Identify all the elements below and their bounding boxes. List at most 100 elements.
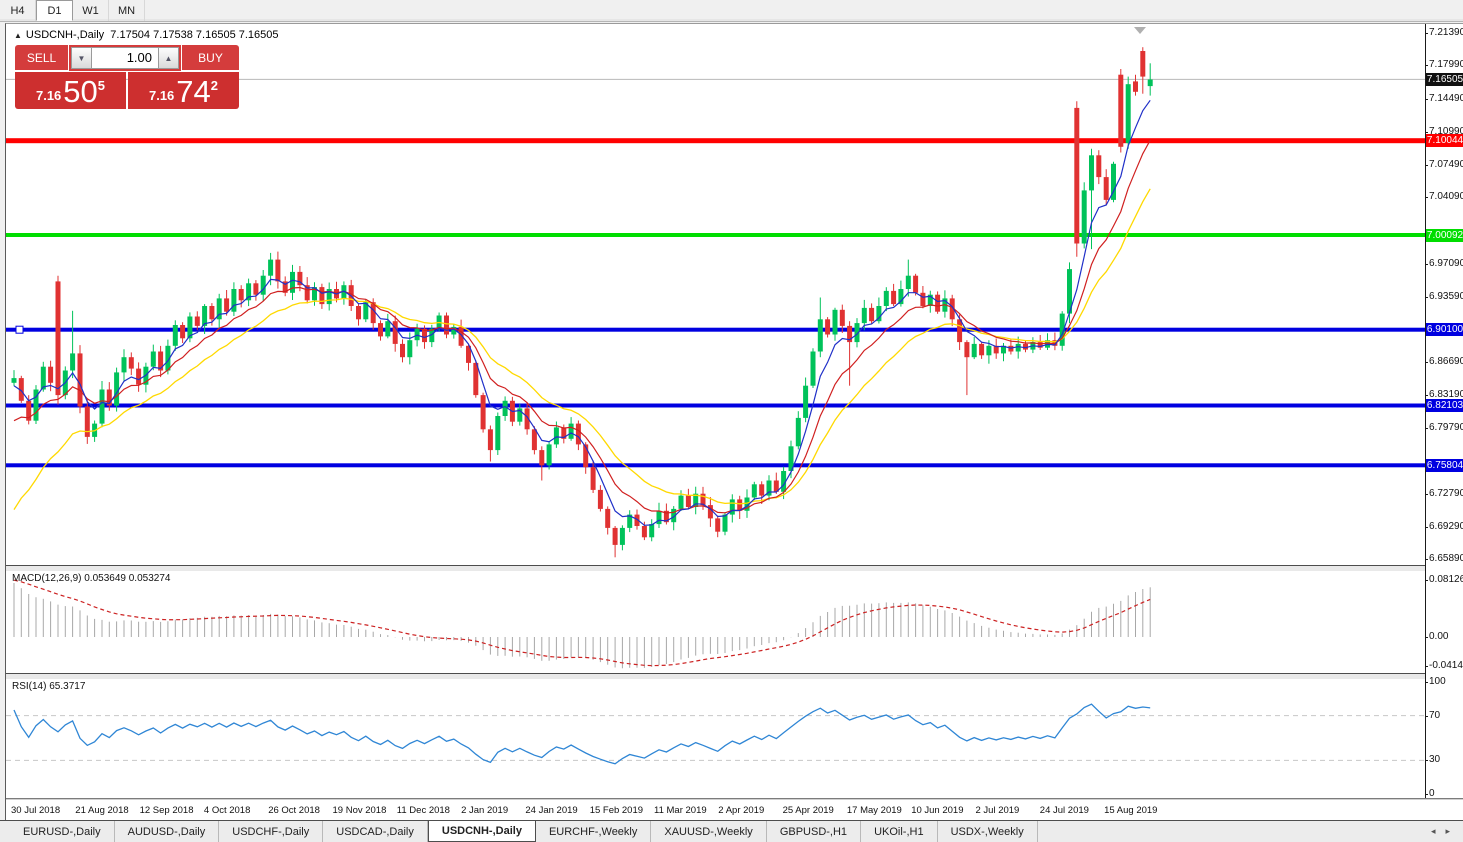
price-axis-label: 6.97090 — [1424, 258, 1463, 269]
price-axis-label: 6.79790 — [1424, 422, 1463, 433]
macd-pane[interactable]: MACD(12,26,9) 0.053649 0.053274 — [6, 571, 1425, 673]
price-axis-label: 7.14490 — [1424, 93, 1463, 104]
timeframe-button-w1[interactable]: W1 — [73, 0, 109, 21]
date-label: 10 Jun 2019 — [911, 805, 964, 816]
price-axis-label: 30 — [1424, 754, 1441, 766]
tab-ukoil[interactable]: UKOil-,H1 — [861, 821, 938, 842]
sell-price-prefix: 7.16 — [35, 88, 62, 103]
sell-price-button[interactable]: 7.16 50 5 — [15, 72, 126, 109]
date-label: 11 Mar 2019 — [654, 805, 707, 816]
chart-tabs-bar: EURUSD-,Daily AUDUSD-,Daily USDCHF-,Daily U… — [0, 820, 1463, 842]
time-axis[interactable]: 30 Jul 2018 21 Aug 2018 12 Sep 2018 4 Oct 2… — [6, 798, 1463, 823]
chart-symbol-label: USDCNH-,Daily — [25, 29, 105, 41]
tab-audusd[interactable]: AUDUSD-,Daily — [115, 821, 220, 842]
line-handle[interactable] — [15, 325, 24, 334]
chart-title: ▲ USDCNH-,Daily 7.17504 7.17538 7.16505 7… — [14, 29, 279, 41]
tab-scroll-right-icon[interactable]: ▸ — [1445, 826, 1450, 836]
chart-ohlc-values: 7.17504 7.17538 7.16505 7.16505 — [110, 29, 279, 41]
scroll-marker-icon[interactable] — [1134, 27, 1146, 34]
price-axis-label: 0.081265 — [1425, 574, 1463, 585]
date-label: 19 Nov 2018 — [332, 805, 387, 816]
price-pane[interactable]: ▲ USDCNH-,Daily 7.17504 7.17538 7.16505 7… — [6, 24, 1425, 565]
price-axis-label: 7.21390 — [1424, 27, 1463, 38]
price-axis-label: 7.07490 — [1424, 159, 1463, 170]
macd-signal-line — [13, 579, 1151, 667]
date-label: 30 Jul 2018 — [11, 805, 61, 816]
horizontal-level-line-6.82103[interactable] — [6, 403, 1425, 408]
horizontal-level-line-7.10044[interactable] — [6, 138, 1425, 144]
buy-price-pip: 2 — [210, 78, 219, 93]
rsi-label: RSI(14) 65.3717 — [12, 681, 86, 692]
tab-scroll-left-icon[interactable]: ◂ — [1430, 826, 1436, 836]
collapse-panel-icon[interactable]: ▲ — [14, 31, 22, 40]
timeframe-button-mn[interactable]: MN — [109, 0, 145, 21]
macd-label: MACD(12,26,9) 0.053649 0.053274 — [12, 573, 171, 584]
slow-ma-line — [13, 188, 1151, 510]
volume-value[interactable]: 1.00 — [92, 47, 158, 69]
fast-ma-line — [13, 99, 1151, 526]
price-axis-label: 7.17990 — [1424, 59, 1463, 70]
date-label: 15 Aug 2019 — [1104, 805, 1158, 816]
price-axis-label: -0.041412 — [1424, 660, 1463, 671]
price-axis-label: 100 — [1425, 676, 1446, 687]
tab-xauusd[interactable]: XAUUSD-,Weekly — [651, 821, 767, 842]
price-axis-label: 7.04090 — [1424, 191, 1463, 202]
tab-eurusd[interactable]: EURUSD-,Daily — [10, 821, 115, 842]
rsi-pane[interactable]: RSI(14) 65.3717 — [6, 679, 1425, 798]
price-axis-label: 7.10990 — [1424, 126, 1463, 137]
timeframe-toolbar: H4 D1 W1 MN — [0, 0, 1463, 22]
price-axis-label: 0 — [1425, 788, 1435, 799]
date-label: 15 Feb 2019 — [589, 805, 644, 816]
buy-button[interactable]: BUY — [182, 45, 239, 71]
date-label: 2 Apr 2019 — [718, 805, 765, 816]
date-label: 2 Jul 2019 — [975, 805, 1020, 816]
date-label: 26 Oct 2018 — [268, 805, 320, 816]
price-axis[interactable]: 7.21390 7.17990 7.14490 7.10990 7.07490 7.040… — [1424, 24, 1463, 799]
chart-window[interactable]: ▲ USDCNH-,Daily 7.17504 7.17538 7.16505 7… — [5, 23, 1463, 823]
price-axis-label: 6.75804 — [1426, 458, 1463, 472]
price-axis-label: 7.00092 — [1426, 228, 1463, 242]
date-label: 25 Apr 2019 — [782, 805, 834, 816]
volume-increase-button[interactable]: ▲ — [158, 47, 179, 69]
date-label: 12 Sep 2018 — [139, 805, 194, 816]
sell-price-pip: 5 — [97, 78, 106, 93]
horizontal-level-line-6.90100[interactable] — [6, 327, 1425, 332]
date-label: 4 Oct 2018 — [203, 805, 251, 816]
buy-price-prefix: 7.16 — [148, 88, 175, 103]
timeframe-button-d1[interactable]: D1 — [36, 0, 73, 21]
candlestick-chart[interactable] — [6, 24, 1425, 565]
date-label: 21 Aug 2018 — [75, 805, 129, 816]
volume-stepper: ▼ 1.00 ▲ — [69, 45, 181, 71]
volume-decrease-button[interactable]: ▼ — [71, 47, 92, 69]
date-label: 17 May 2019 — [846, 805, 902, 816]
rsi-chart[interactable] — [6, 679, 1425, 798]
price-axis-label: 70 — [1424, 709, 1441, 721]
price-axis-label: 7.10044 — [1426, 134, 1463, 148]
date-label: 24 Jan 2019 — [525, 805, 578, 816]
price-axis-label: 7.16505 — [1426, 72, 1463, 86]
tab-eurchf[interactable]: EURCHF-,Weekly — [536, 821, 652, 842]
mid-ma-line — [13, 139, 1151, 514]
macd-chart[interactable] — [6, 571, 1425, 673]
tab-usdcnh[interactable]: USDCNH-,Daily — [427, 821, 536, 842]
horizontal-level-line-7.00092[interactable] — [6, 233, 1425, 237]
price-axis-label: 6.86690 — [1424, 356, 1463, 367]
one-click-trading-panel: SELL ▼ 1.00 ▲ BUY 7.16 50 5 7.16 — [15, 45, 239, 109]
price-axis-label: 6.83190 — [1424, 389, 1463, 400]
buy-price-button[interactable]: 7.16 74 2 — [128, 72, 239, 109]
price-axis-label: 6.93590 — [1424, 291, 1463, 302]
price-axis-label: 6.90100 — [1426, 323, 1463, 337]
horizontal-level-line-6.75804[interactable] — [6, 463, 1425, 468]
sell-button[interactable]: SELL — [15, 45, 68, 71]
tab-scroll-arrows: ◂ ▸ — [1426, 821, 1463, 842]
tab-usdcad[interactable]: USDCAD-,Daily — [323, 821, 428, 842]
tab-usdx[interactable]: USDX-,Weekly — [938, 821, 1038, 842]
buy-price-main: 74 — [176, 74, 211, 109]
date-label: 2 Jan 2019 — [461, 805, 509, 816]
tab-usdchf[interactable]: USDCHF-,Daily — [219, 821, 324, 842]
price-axis-label: 6.72790 — [1424, 488, 1463, 499]
tab-gbpusd[interactable]: GBPUSD-,H1 — [767, 821, 862, 842]
price-axis-label: 6.69290 — [1424, 521, 1463, 532]
timeframe-button-h4[interactable]: H4 — [0, 0, 36, 21]
